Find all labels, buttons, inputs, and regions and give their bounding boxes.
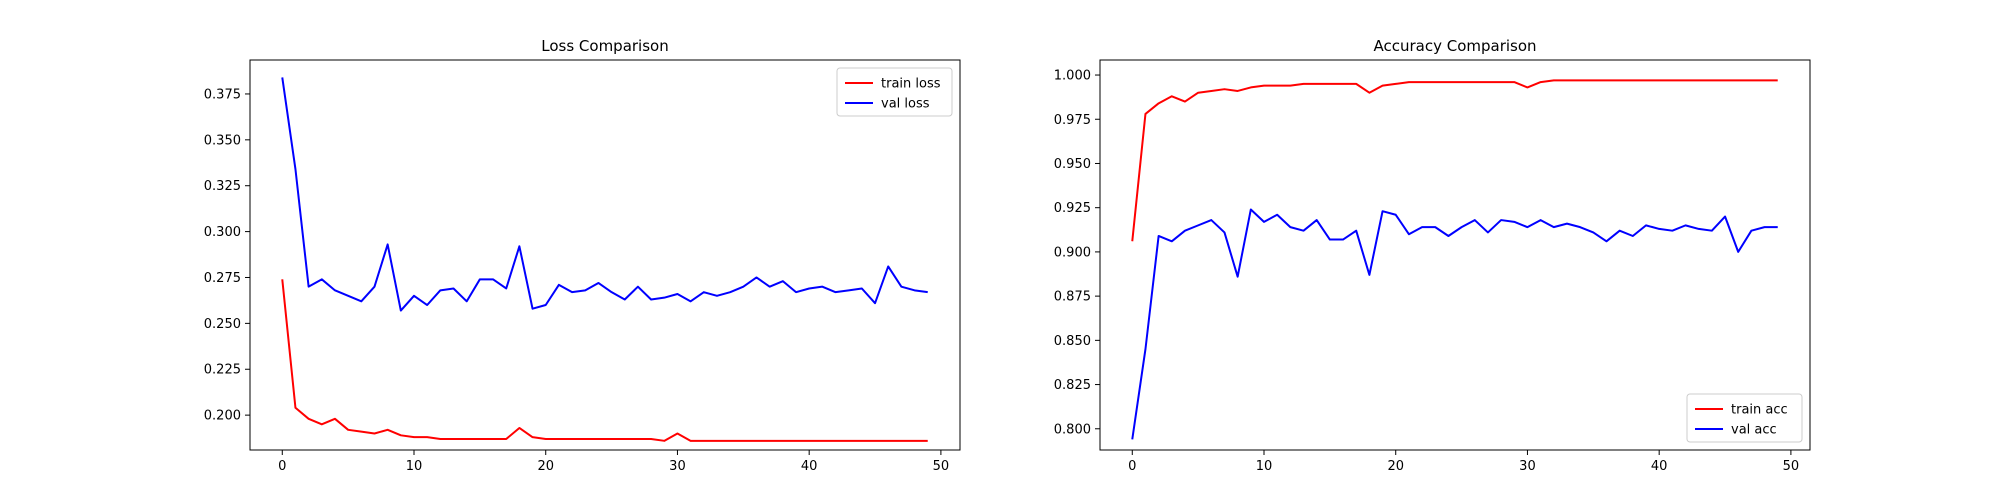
chart2-x-tick-label: 50 <box>1783 459 1800 474</box>
chart2-y-tick-label: 0.950 <box>1054 157 1091 172</box>
chart1-plot-frame <box>249 59 961 451</box>
chart2-series-2-line <box>1131 208 1778 440</box>
chart1-y-tick-label: 0.225 <box>204 363 241 378</box>
chart2-y-tick-label: 0.925 <box>1054 201 1091 216</box>
chart1-x-tick-label: 0 <box>278 459 286 474</box>
chart2-legend-label-1: train acc <box>1731 403 1788 418</box>
chart2-y-tick-label: 0.975 <box>1054 113 1091 128</box>
chart2-y-tick-label: 0.900 <box>1054 245 1091 260</box>
chart1-x-tick-label: 50 <box>933 459 950 474</box>
chart2-x-tick-label: 10 <box>1256 459 1273 474</box>
chart1-x-tick-label: 30 <box>669 459 686 474</box>
chart2-y-tick-label: 1.000 <box>1054 69 1091 84</box>
chart2-plot-frame <box>1099 59 1811 451</box>
chart1-legend-label-2: val loss <box>881 97 930 112</box>
chart2-title: Accuracy Comparison <box>1373 37 1536 55</box>
chart1-y-tick-label: 0.275 <box>204 271 241 286</box>
chart1-y-tick-label: 0.250 <box>204 317 241 332</box>
chart1-x-tick-label: 10 <box>406 459 423 474</box>
chart1-y-tick-label: 0.300 <box>204 225 241 240</box>
chart2-y-tick-label: 0.825 <box>1054 378 1091 393</box>
chart1-x-tick-label: 20 <box>537 459 554 474</box>
chart2-x-tick-label: 40 <box>1651 459 1668 474</box>
chart1-y-tick-label: 0.350 <box>204 133 241 148</box>
chart2-series-1-line <box>1131 79 1778 242</box>
chart1-y-tick-label: 0.325 <box>204 179 241 194</box>
chart1-series-1-line <box>281 279 928 442</box>
chart2-y-tick-label: 0.875 <box>1054 290 1091 305</box>
chart1-title: Loss Comparison <box>541 37 668 55</box>
chart1-y-tick-label: 0.375 <box>204 87 241 102</box>
chart2-y-tick-label: 0.800 <box>1054 422 1091 437</box>
chart2-y-tick-label: 0.850 <box>1054 334 1091 349</box>
chart2-x-tick-label: 0 <box>1128 459 1136 474</box>
chart2-x-tick-label: 20 <box>1387 459 1404 474</box>
chart1-series-2-line <box>281 77 928 312</box>
chart2-legend-label-2: val acc <box>1731 423 1777 438</box>
chart1-y-tick-label: 0.200 <box>204 409 241 424</box>
chart1-x-tick-label: 40 <box>801 459 818 474</box>
chart2-x-tick-label: 30 <box>1519 459 1536 474</box>
chart1-legend-label-1: train loss <box>881 77 941 92</box>
